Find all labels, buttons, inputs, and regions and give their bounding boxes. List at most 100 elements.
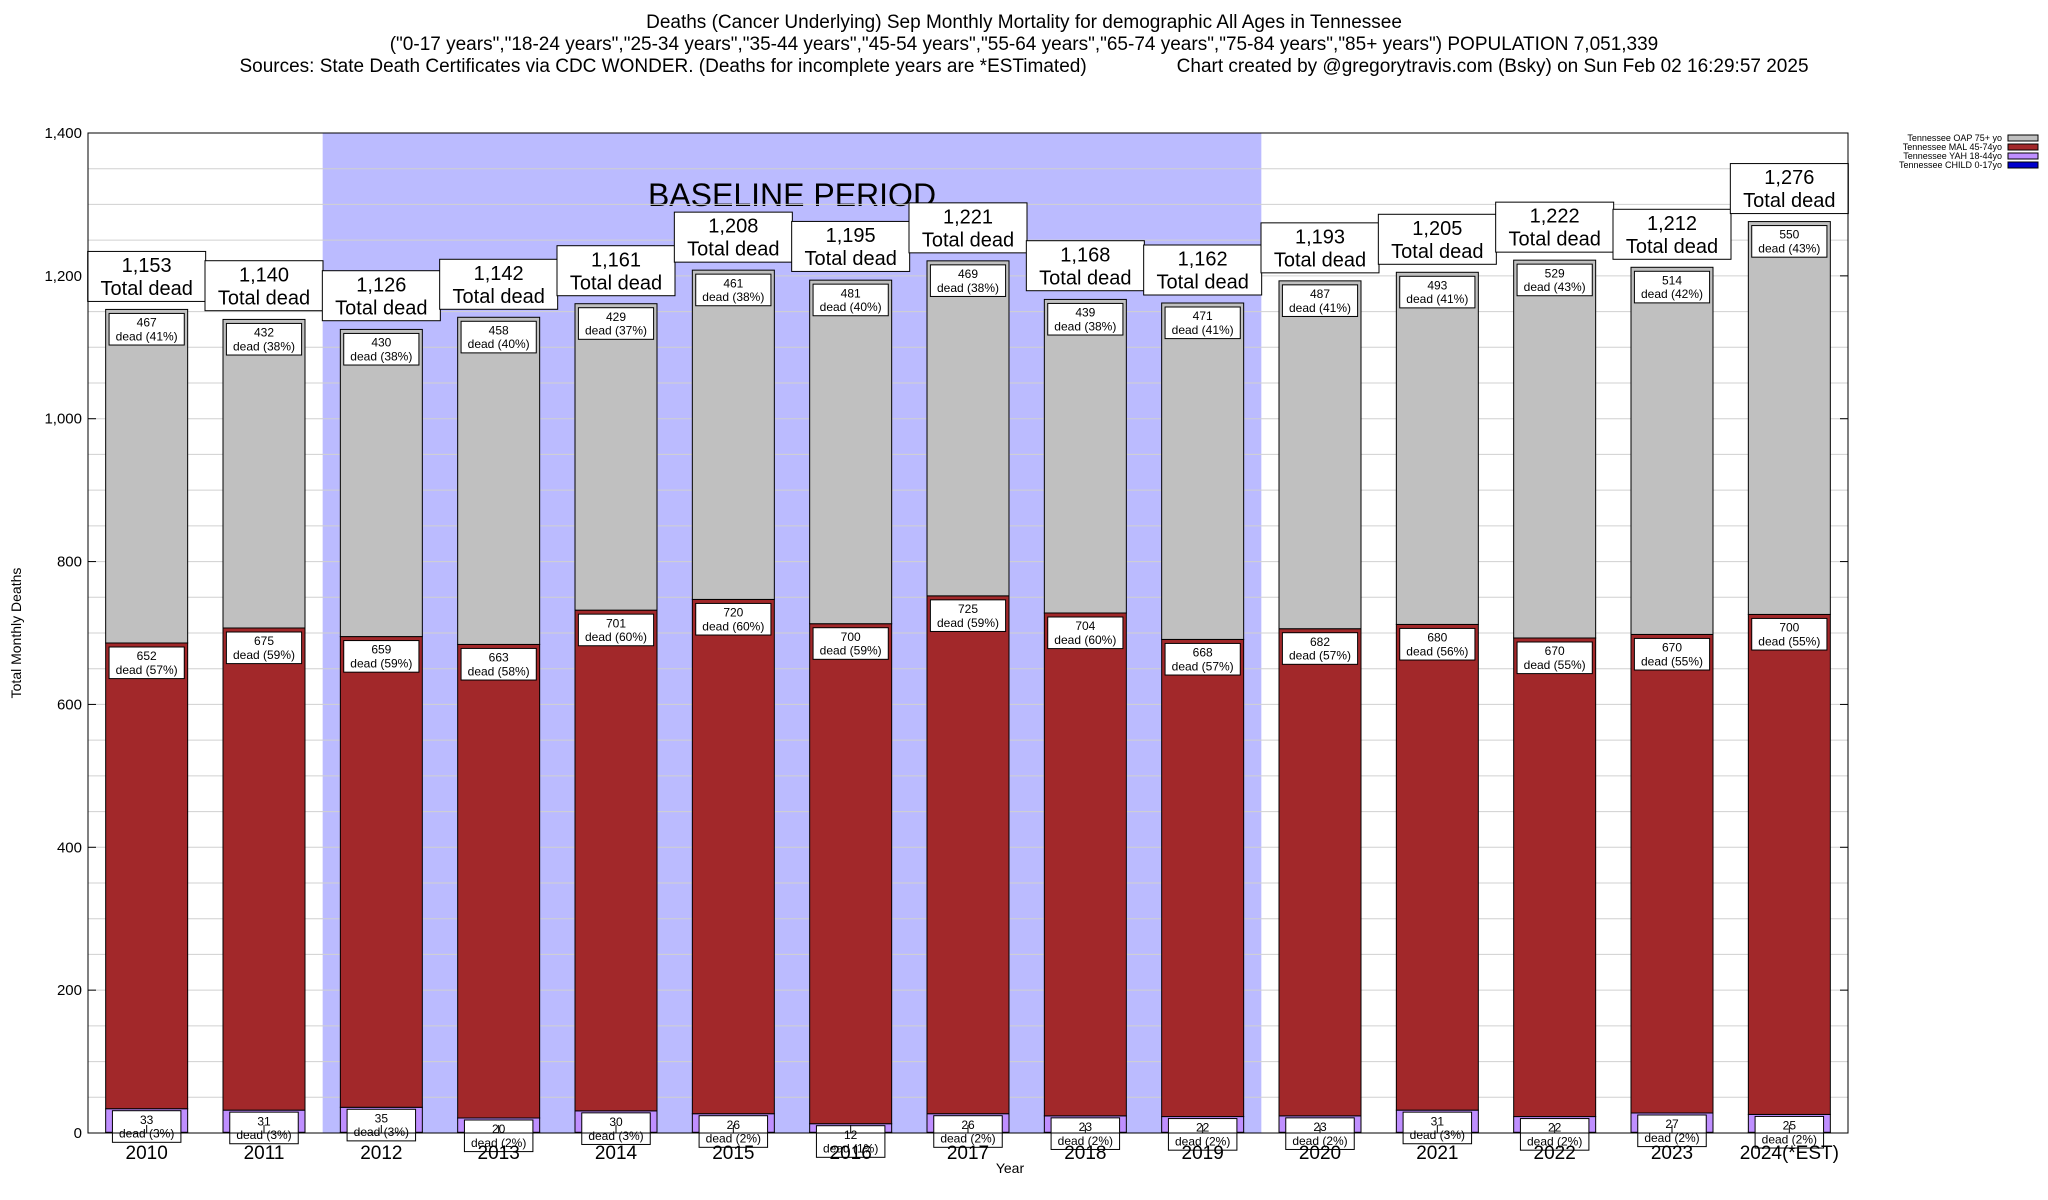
legend-label: Tennessee CHILD 0-17yo xyxy=(1899,160,2002,170)
bar-segment xyxy=(1747,221,1831,615)
total-label: 1,212 xyxy=(1647,213,1697,235)
chart-credit: Chart created by @gregorytravis.com (Bsk… xyxy=(1176,56,1809,77)
segment-value-label: 467 xyxy=(137,316,157,330)
segment-value-label: 432 xyxy=(254,326,274,340)
bar-segment xyxy=(1395,623,1479,1111)
x-tick-label: 2014 xyxy=(595,1143,638,1164)
bar-segment xyxy=(1161,302,1245,640)
legend-swatch xyxy=(2007,152,2039,160)
segment-value-label-box xyxy=(577,307,655,340)
x-tick-label: 2012 xyxy=(360,1143,402,1164)
segment-value-label: 26 xyxy=(961,1118,975,1132)
x-tick-label: 2017 xyxy=(947,1143,989,1164)
x-tick-label: 2022 xyxy=(1534,1143,1576,1164)
segment-value-label: dead (2%) xyxy=(1175,1135,1230,1149)
segment-value-label-box xyxy=(1281,632,1359,665)
segment-value-label: dead (57%) xyxy=(1289,649,1351,663)
segment-value-label-box xyxy=(812,627,889,660)
x-tick-label: 2010 xyxy=(126,1143,168,1164)
total-label: Total dead xyxy=(1391,241,1483,263)
segment-value-label-box xyxy=(1047,616,1124,650)
total-label: 1,195 xyxy=(826,225,876,247)
segment-value-label-box xyxy=(1751,617,1828,651)
segment-value-label: dead (43%) xyxy=(1524,280,1586,294)
total-label-box xyxy=(1377,213,1497,265)
segment-value-label: dead (41%) xyxy=(1406,292,1468,306)
segment-value-label: 675 xyxy=(254,634,274,648)
baseline-period-label: BASELINE PERIOD xyxy=(648,177,936,213)
legend-swatch xyxy=(2007,143,2039,151)
segment-value-label-box xyxy=(695,273,772,307)
segment-value-label: 30 xyxy=(609,1115,623,1129)
segment-value-label: dead (59%) xyxy=(937,616,999,630)
segment-value-label: dead (60%) xyxy=(1054,633,1116,647)
total-label: Total dead xyxy=(335,297,427,319)
x-tick-label: 2021 xyxy=(1416,1143,1458,1164)
segment-value-label: 487 xyxy=(1310,287,1330,301)
x-tick-label: 2023 xyxy=(1651,1143,1693,1164)
segment-value-label: 471 xyxy=(1193,309,1213,323)
y-tick-label: 1,200 xyxy=(44,268,82,285)
x-tick-label: 2018 xyxy=(1064,1143,1106,1164)
total-label-box xyxy=(1495,201,1615,253)
total-label-box xyxy=(908,202,1028,254)
segment-value-label: dead (41%) xyxy=(116,329,178,343)
total-label: Total dead xyxy=(101,278,193,300)
total-label: 1,276 xyxy=(1764,167,1814,189)
segment-value-label: 35 xyxy=(375,1111,389,1125)
segment-value-label: dead (3%) xyxy=(236,1128,291,1142)
segment-value-label-box xyxy=(1164,306,1241,340)
chart-caption-row: Sources: State Death Certificates via CD… xyxy=(0,56,2048,78)
segment-value-label-box xyxy=(343,640,420,673)
segment-value-label: dead (55%) xyxy=(1758,634,1820,648)
segment-value-label-box xyxy=(1047,302,1124,336)
segment-value-label: dead (41%) xyxy=(1289,301,1351,315)
segment-value-label: dead (43%) xyxy=(1758,242,1820,256)
segment-value-label-box xyxy=(460,647,537,681)
bar-segment xyxy=(457,643,541,1119)
segment-value-label: dead (3%) xyxy=(1410,1128,1465,1142)
segment-value-label-box xyxy=(1050,1117,1121,1150)
segment-value-label: dead (59%) xyxy=(350,657,412,671)
segment-value-label-box xyxy=(1281,284,1359,317)
segment-value-label: 493 xyxy=(1427,278,1447,292)
segment-value-label: dead (40%) xyxy=(820,300,882,314)
segment-value-label: dead (58%) xyxy=(468,664,530,678)
segment-value-label: dead (2%) xyxy=(706,1132,761,1146)
segment-value-label: 514 xyxy=(1662,273,1682,287)
segment-value-label: dead (1%) xyxy=(823,1142,878,1156)
segment-value-label: dead (55%) xyxy=(1524,658,1586,672)
bar-segment xyxy=(1043,612,1127,1117)
segment-value-label: dead (37%) xyxy=(585,324,647,338)
segment-value-label: 481 xyxy=(841,286,861,300)
total-label: 1,161 xyxy=(591,249,641,271)
segment-value-label: dead (55%) xyxy=(1641,654,1703,668)
x-tick-label: 2016 xyxy=(830,1143,872,1164)
segment-value-label: 680 xyxy=(1427,631,1447,645)
segment-value-label: dead (57%) xyxy=(116,663,178,677)
total-label-box xyxy=(556,245,676,297)
bar-segment xyxy=(222,318,306,629)
segment-value-label: dead (60%) xyxy=(702,619,764,633)
segment-value-label-box xyxy=(812,283,889,317)
bar-segment xyxy=(1278,628,1362,1117)
segment-value-label: 430 xyxy=(371,336,391,350)
bar-segment xyxy=(1630,266,1714,635)
bar-segment xyxy=(809,279,893,625)
total-label: Total dead xyxy=(218,287,310,309)
segment-value-label: dead (56%) xyxy=(1406,644,1468,658)
total-label: 1,168 xyxy=(1060,244,1110,266)
total-label-box xyxy=(87,250,207,302)
segment-value-label: 670 xyxy=(1662,641,1682,655)
bar-segment xyxy=(574,609,658,1112)
segment-value-label-box xyxy=(929,599,1007,632)
total-label: Total dead xyxy=(1743,190,1835,212)
x-tick-label: 2019 xyxy=(1182,1143,1224,1164)
total-label: Total dead xyxy=(1509,229,1601,251)
total-label: Total dead xyxy=(1039,267,1131,289)
segment-value-label: 26 xyxy=(727,1118,741,1132)
segment-value-label-box xyxy=(1164,642,1241,676)
total-label-box xyxy=(1612,208,1732,260)
total-label: 1,205 xyxy=(1412,218,1462,240)
y-tick-label: 800 xyxy=(57,554,82,571)
